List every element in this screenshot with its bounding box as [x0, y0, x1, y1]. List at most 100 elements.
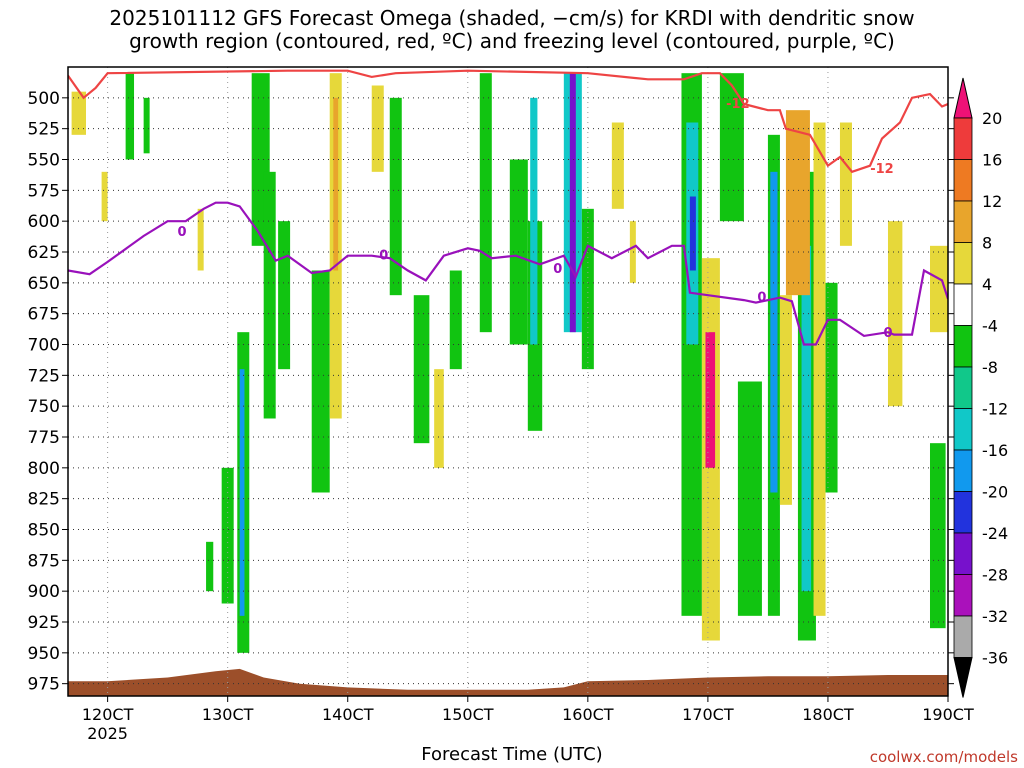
omega-cell-26 — [581, 208, 594, 370]
colorbar-label: 20 — [982, 109, 1002, 128]
x-tick-label: 130CT — [202, 705, 254, 724]
y-tick-label: 550 — [28, 151, 60, 171]
omega-cell-16 — [371, 85, 384, 172]
colorbar-swatch — [953, 325, 973, 368]
omega-cell-43 — [825, 282, 838, 493]
omega-cell-40 — [801, 245, 812, 592]
y-tick-label: 500 — [28, 89, 60, 109]
colorbar-label: -32 — [982, 607, 1008, 626]
colorbar-swatch — [953, 159, 973, 202]
dgz-contour-label: -12 — [870, 162, 894, 177]
x-tick-label: 190CT — [922, 705, 974, 724]
y-tick-label: 950 — [28, 644, 60, 664]
omega-cell-45 — [887, 221, 903, 407]
omega-cell-5 — [221, 467, 234, 604]
omega-cell-3 — [143, 97, 150, 154]
colorbar-label: 8 — [982, 234, 992, 253]
omega-cell-4 — [197, 208, 204, 271]
omega-cell-0 — [71, 91, 87, 135]
colorbar-label: -28 — [982, 566, 1008, 585]
colorbar-swatch — [953, 449, 973, 492]
y-tick-label: 725 — [28, 366, 60, 386]
x-tick-label: 170CT — [682, 705, 734, 724]
colorbar-label: -12 — [982, 400, 1008, 419]
colorbar-label: -16 — [982, 441, 1008, 460]
omega-cell-6 — [206, 541, 214, 592]
plot-frame — [67, 66, 949, 697]
x-tick-label: 140CT — [322, 705, 374, 724]
colorbar-swatch — [953, 615, 973, 658]
y-tick-label: 575 — [28, 181, 60, 201]
omega-cell-18 — [434, 369, 444, 468]
colorbar-label: -8 — [982, 358, 998, 377]
freezing-level-label: 0 — [178, 225, 187, 240]
colorbar-label: 16 — [982, 151, 1002, 170]
y-tick-label: 675 — [28, 305, 60, 325]
colorbar-swatch — [953, 366, 973, 409]
y-tick-label: 925 — [28, 613, 60, 633]
omega-cell-41 — [785, 110, 810, 296]
omega-cell-44 — [839, 122, 852, 246]
x-tick-label: 120CT — [82, 705, 134, 724]
y-tick-label: 900 — [28, 582, 60, 602]
colorbar-label: -24 — [982, 524, 1008, 543]
colorbar-swatch — [953, 200, 973, 243]
y-tick-label: 975 — [28, 675, 60, 695]
omega-cell-10 — [263, 171, 276, 419]
colorbar-swatch — [953, 491, 973, 534]
y-tick-label: 650 — [28, 274, 60, 294]
x-axis-label: Forecast Time (UTC) — [421, 744, 603, 765]
x-tick-label: 180CT — [802, 705, 854, 724]
dgz-contour-label: -12 — [726, 97, 750, 112]
x-year-label: 2025 — [87, 724, 128, 743]
omega-cell-35 — [737, 381, 762, 616]
omega-cell-28 — [629, 221, 636, 283]
terrain-fill — [68, 668, 948, 696]
omega-cell-34 — [719, 73, 744, 222]
y-tick-label: 600 — [28, 212, 60, 232]
omega-cell-37 — [770, 171, 778, 493]
y-tick-label: 625 — [28, 243, 60, 263]
colorbar-top-arrow — [953, 77, 973, 119]
freezing-level-line — [68, 201, 948, 346]
source-credit: coolwx.com/models — [869, 748, 1018, 766]
x-tick-label: 160CT — [562, 705, 614, 724]
freezing-level-label: 0 — [883, 326, 892, 341]
y-tick-label: 875 — [28, 551, 60, 571]
freezing-level-label: 0 — [553, 262, 562, 277]
omega-cell-11 — [278, 221, 291, 370]
colorbar-swatch — [953, 574, 973, 617]
colorbar-swatch — [953, 117, 973, 160]
omega-cell-42 — [813, 122, 826, 616]
omega-cell-8 — [239, 369, 245, 616]
omega-cell-14 — [333, 97, 339, 271]
y-tick-label: 750 — [28, 397, 60, 417]
x-tick-label: 150CT — [442, 705, 494, 724]
omega-cell-38 — [779, 295, 792, 505]
omega-cell-19 — [449, 270, 462, 370]
colorbar-swatch — [953, 283, 973, 326]
plot-area: 0 0 0 0 0 -12 -12 500 525 550 575 600 625 650 675 700 72… — [28, 66, 1008, 743]
colorbar-label: 4 — [982, 275, 992, 294]
omega-cell-17 — [413, 295, 430, 444]
colorbar-label: -4 — [982, 317, 998, 336]
omega-cell-31 — [689, 196, 696, 271]
omega-cell-15 — [389, 97, 402, 296]
omega-cell-2 — [125, 73, 135, 160]
colorbar-label: 12 — [982, 192, 1002, 211]
omega-cell-12 — [311, 270, 330, 493]
dgz-contour-line — [68, 69, 948, 174]
omega-cell-25 — [569, 73, 576, 333]
omega-cell-20 — [479, 73, 492, 333]
freezing-level-label: 0 — [757, 290, 766, 305]
omega-cell-27 — [611, 122, 624, 209]
y-tick-label: 775 — [28, 428, 60, 448]
colorbar-label: -36 — [982, 649, 1008, 668]
colorbar-label: -20 — [982, 483, 1008, 502]
omega-cell-1 — [101, 171, 108, 222]
omega-cell-47 — [929, 443, 946, 629]
colorbar-swatch — [953, 408, 973, 451]
colorbar-bottom-arrow — [953, 657, 973, 698]
y-tick-label: 525 — [28, 120, 60, 140]
